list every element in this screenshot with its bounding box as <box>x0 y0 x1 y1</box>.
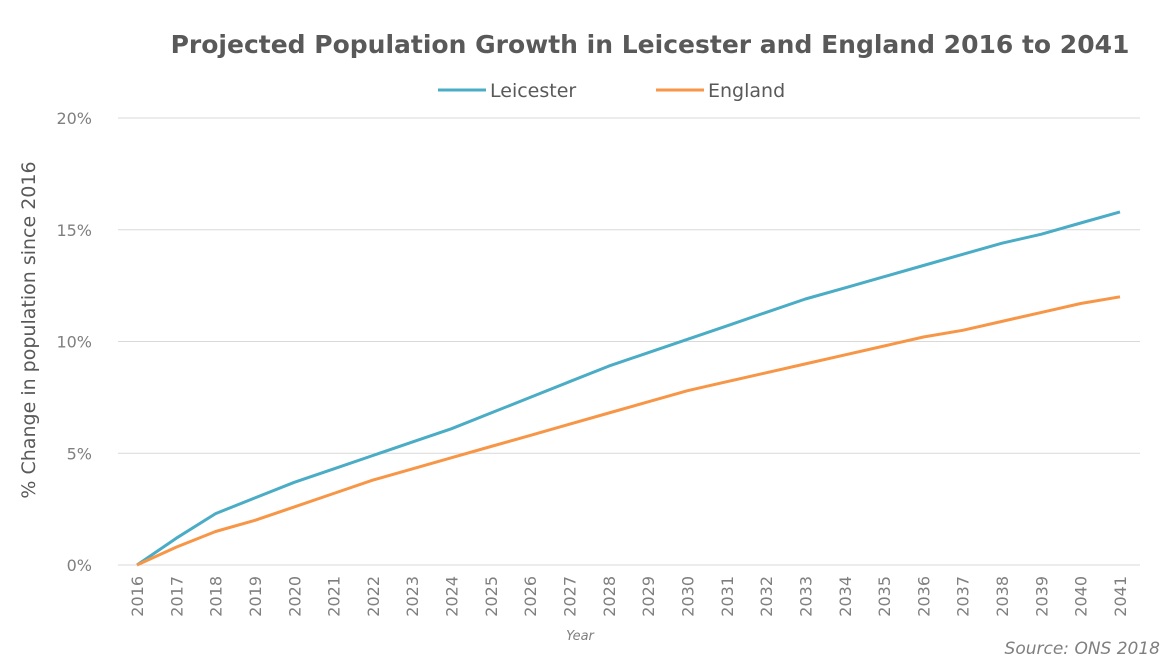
y-tick-label: 0% <box>67 556 92 575</box>
y-axis-label: % Change in population since 2016 <box>18 161 40 498</box>
x-tick-label: 2031 <box>718 576 737 617</box>
x-tick-label: 2037 <box>954 576 973 617</box>
x-axis-ticks: 2016 2017 2018 2019 2020 2021 2022 2023 2024 2025… <box>128 576 1130 617</box>
series-line-england <box>136 295 1121 567</box>
x-tick-label: 2019 <box>246 576 265 617</box>
legend-label-england: England <box>708 80 785 102</box>
legend-label-leicester: Leicester <box>490 80 576 102</box>
x-tick-label: 2022 <box>364 576 383 617</box>
x-tick-label: 2027 <box>561 576 580 617</box>
x-tick-label: 2034 <box>836 576 855 617</box>
x-tick-label: 2038 <box>993 576 1012 617</box>
x-tick-label: 2018 <box>207 576 226 617</box>
x-tick-label: 2026 <box>521 576 540 617</box>
series-line-leicester <box>136 210 1121 567</box>
y-tick-label: 20% <box>56 109 92 128</box>
x-tick-label: 2030 <box>678 576 697 617</box>
x-tick-label: 2016 <box>128 576 147 617</box>
x-tick-label: 2021 <box>325 576 344 617</box>
x-tick-label: 2024 <box>443 576 462 617</box>
x-tick-label: 2033 <box>796 576 815 617</box>
x-tick-label: 2036 <box>914 576 933 617</box>
x-tick-label: 2017 <box>167 576 186 617</box>
y-tick-label: 15% <box>56 221 92 240</box>
x-tick-label: 2040 <box>1072 576 1091 617</box>
x-tick-label: 2028 <box>600 576 619 617</box>
x-tick-label: 2039 <box>1032 576 1051 617</box>
y-tick-label: 5% <box>67 444 92 463</box>
y-axis-ticks: 0% 5% 10% 15% 20% <box>56 109 92 575</box>
x-tick-label: 2032 <box>757 576 776 617</box>
x-tick-label: 2041 <box>1111 576 1130 617</box>
y-tick-label: 10% <box>56 333 92 352</box>
x-tick-label: 2023 <box>403 576 422 617</box>
legend: Leicester England <box>438 80 785 102</box>
source-note: Source: ONS 2018 <box>1005 639 1161 659</box>
x-axis-label: Year <box>566 629 595 644</box>
x-tick-label: 2025 <box>482 576 501 617</box>
x-tick-label: 2029 <box>639 576 658 617</box>
series-lines <box>136 210 1121 567</box>
x-tick-label: 2020 <box>285 576 304 617</box>
chart-title: Projected Population Growth in Leicester… <box>171 30 1130 59</box>
x-tick-label: 2035 <box>875 576 894 617</box>
gridlines <box>118 117 1140 566</box>
